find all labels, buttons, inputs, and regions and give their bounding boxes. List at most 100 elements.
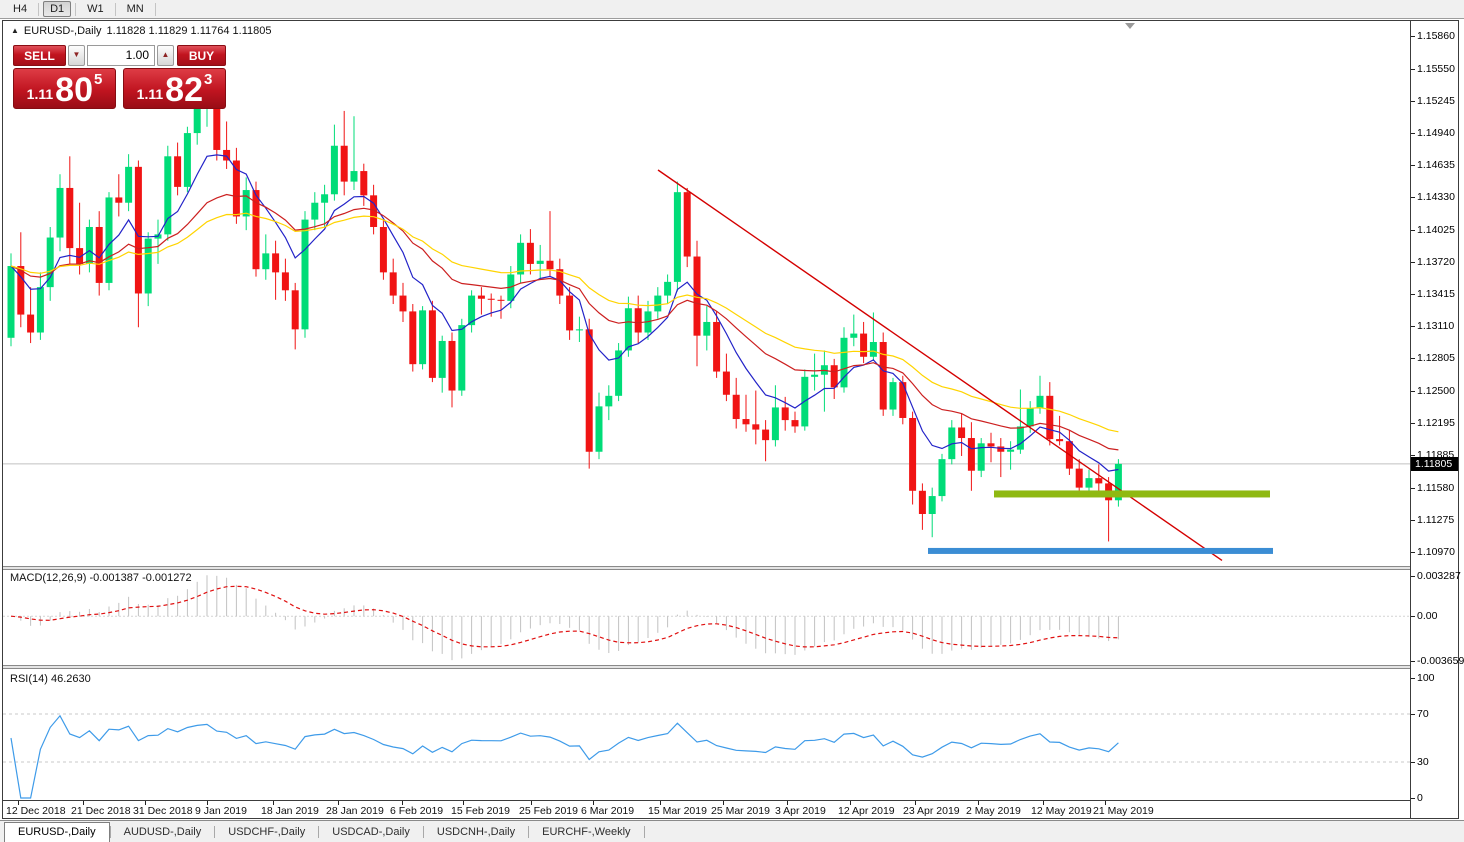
date-axis-label: 21 Dec 2018 — [71, 805, 131, 817]
date-axis-tick — [787, 801, 788, 805]
date-axis-tick — [978, 801, 979, 805]
rsi-indicator-canvas[interactable] — [3, 670, 1410, 800]
sell-price-quote[interactable]: 1.11 80 5 — [13, 68, 116, 109]
macd-axis-label: 0.00 — [1417, 610, 1438, 622]
price-axis-label: 1.13720 — [1417, 256, 1455, 268]
price-axis-label: 1.14025 — [1417, 224, 1455, 236]
date-axis-tick — [593, 801, 594, 805]
date-axis-tick — [531, 801, 532, 805]
axis-tick — [1411, 197, 1415, 198]
date-axis-label: 3 Apr 2019 — [775, 805, 826, 817]
dock-arrow-icon[interactable] — [1125, 23, 1135, 34]
timeframe-button-w1[interactable]: W1 — [87, 3, 104, 15]
macd-axis-label: -0.003659 — [1417, 655, 1464, 667]
chart-tab-usdchf-daily[interactable]: USDCHF-,Daily — [228, 826, 306, 838]
date-axis-tick — [915, 801, 916, 805]
rsi-axis-label: 0 — [1417, 792, 1423, 804]
rsi-axis-label: 70 — [1417, 708, 1429, 720]
date-axis-label: 9 Jan 2019 — [195, 805, 247, 817]
toolbar-separator — [75, 2, 77, 16]
ma-slow-line — [10, 212, 1119, 433]
axis-tick — [1411, 678, 1415, 679]
support-bar-blue — [928, 547, 1273, 554]
panel-splitter[interactable] — [3, 665, 1458, 669]
resistance-bar-green — [994, 490, 1270, 498]
price-axis-label: 1.12805 — [1417, 352, 1455, 364]
date-axis-tick — [18, 801, 19, 805]
chart-title: ▲ EURUSD-,Daily 1.11828 1.11829 1.11764 … — [11, 25, 272, 37]
buy-price-prefix: 1.11 — [136, 86, 164, 102]
volume-decrease-button[interactable]: ▼ — [68, 44, 85, 66]
axis-tick — [1411, 488, 1415, 489]
date-axis-label: 21 May 2019 — [1093, 805, 1154, 817]
date-axis-tick — [723, 801, 724, 805]
chart-tab-usdcnh-daily[interactable]: USDCNH-,Daily — [436, 826, 516, 838]
date-axis[interactable]: 12 Dec 2018 21 Dec 2018 31 Dec 2018 9 Jan 2… — [3, 800, 1410, 818]
macd-indicator-label: MACD(12,26,9) -0.001387 -0.001272 — [10, 572, 192, 584]
chart-tab-eurchf-weekly[interactable]: EURCHF-,Weekly — [542, 826, 631, 838]
chart-tab-bar: EURUSD-,Daily AUDUSD-,Daily USDCHF-,Daily U… — [0, 820, 1464, 842]
axis-tick — [1411, 101, 1415, 102]
price-axis-label: 1.11275 — [1417, 514, 1455, 526]
buy-price-quote[interactable]: 1.11 82 3 — [123, 68, 226, 109]
price-axis-label: 1.14940 — [1417, 127, 1455, 139]
date-axis-label: 6 Mar 2019 — [581, 805, 635, 817]
sell-price-pip: 5 — [93, 71, 103, 88]
axis-tick — [1411, 36, 1415, 37]
macd-indicator-canvas[interactable] — [3, 570, 1410, 665]
chart-tab-usdcad-daily[interactable]: USDCAD-,Daily — [332, 826, 410, 838]
axis-tick — [1411, 230, 1415, 231]
date-axis-tick — [338, 801, 339, 805]
price-chart-canvas[interactable] — [3, 21, 1410, 566]
axis-tick — [1411, 423, 1415, 424]
price-axis[interactable]: 1.15860 1.15550 1.15245 1.14940 1.14635 1.143… — [1410, 21, 1464, 818]
date-axis-label: 12 Apr 2019 — [838, 805, 895, 817]
price-axis-label: 1.11580 — [1417, 482, 1455, 494]
axis-tick — [1411, 294, 1415, 295]
date-axis-tick — [83, 801, 84, 805]
buy-button[interactable]: BUY — [177, 44, 226, 66]
axis-tick — [1411, 520, 1415, 521]
price-axis-label: 1.14635 — [1417, 159, 1455, 171]
chart-tab-eurusd-daily[interactable]: EURUSD-,Daily — [4, 822, 110, 842]
tab-separator — [528, 826, 530, 838]
date-axis-label: 6 Feb 2019 — [390, 805, 444, 817]
axis-tick — [1411, 661, 1415, 662]
axis-tick — [1411, 391, 1415, 392]
date-axis-tick — [1043, 801, 1044, 805]
axis-tick — [1411, 165, 1415, 166]
axis-tick — [1411, 714, 1415, 715]
ma-mid-line — [10, 193, 1119, 451]
axis-tick — [1411, 262, 1415, 263]
price-axis-label: 1.15550 — [1417, 63, 1455, 75]
axis-tick — [1411, 616, 1415, 617]
axis-tick — [1411, 455, 1415, 456]
timeframe-button-d1[interactable]: D1 — [43, 1, 72, 17]
price-axis-label: 1.10970 — [1417, 546, 1455, 558]
axis-tick — [1411, 326, 1415, 327]
timeframe-button-mn[interactable]: MN — [126, 3, 144, 15]
candles-layer — [7, 82, 1122, 542]
volume-increase-button[interactable]: ▲ — [157, 44, 174, 66]
up-arrow-icon: ▲ — [161, 50, 170, 59]
timeframe-button-h4[interactable]: H4 — [13, 3, 28, 15]
date-axis-label: 28 Jan 2019 — [326, 805, 384, 817]
axis-tick — [1411, 762, 1415, 763]
volume-input[interactable] — [87, 44, 155, 66]
date-axis-tick — [463, 801, 464, 805]
date-axis-tick — [1105, 801, 1106, 805]
price-axis-label: 1.12500 — [1417, 385, 1455, 397]
price-axis-label: 1.14330 — [1417, 191, 1455, 203]
panel-splitter[interactable] — [3, 566, 1458, 570]
toolbar-separator — [38, 2, 40, 16]
macd-histogram — [20, 575, 1119, 661]
sell-price-big: 80 — [55, 71, 93, 110]
chart-tab-audusd-daily[interactable]: AUDUSD-,Daily — [123, 826, 202, 838]
date-axis-label: 31 Dec 2018 — [133, 805, 193, 817]
chart-symbol-label: EURUSD-,Daily — [23, 25, 102, 37]
chart-window: ▲ EURUSD-,Daily 1.11828 1.11829 1.11764 … — [2, 20, 1464, 819]
chart-expand-arrow-icon[interactable]: ▲ — [11, 26, 19, 35]
timeframe-toolbar: H4 D1 W1 MN — [0, 0, 1464, 19]
date-axis-tick — [660, 801, 661, 805]
sell-button[interactable]: SELL — [13, 44, 66, 66]
